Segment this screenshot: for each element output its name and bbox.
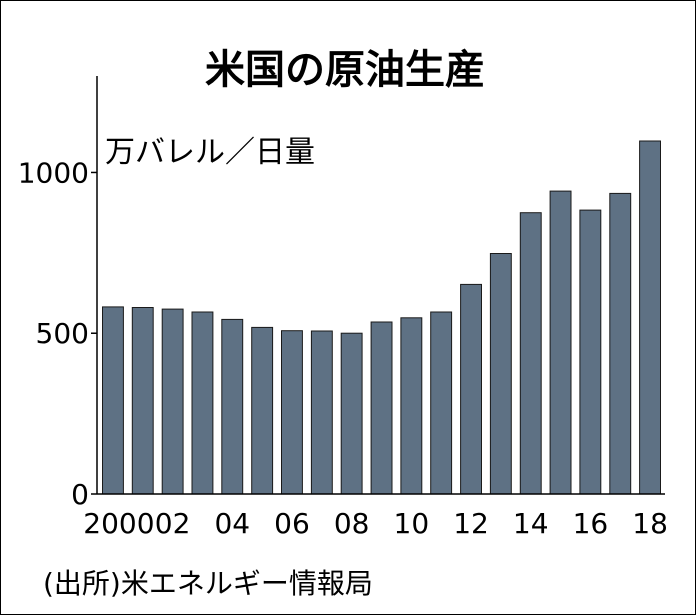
- x-tick-label-2002: 02: [155, 507, 191, 540]
- chart-title: 米国の原油生産: [205, 47, 485, 93]
- x-tick-label-2018: 18: [632, 507, 668, 540]
- bar-2001: [131, 307, 154, 495]
- x-tick-label-2016: 16: [573, 507, 609, 540]
- x-tick-label-2012: 12: [453, 507, 489, 540]
- bar-2016: [579, 209, 602, 495]
- bar-2012: [460, 283, 483, 495]
- bars-group: [102, 140, 661, 495]
- source-note: (出所)米エネルギー情報局: [43, 567, 373, 600]
- bar-2006: [281, 330, 303, 495]
- x-tick-label-2000: 2000: [83, 507, 154, 540]
- bar-2011: [430, 311, 453, 495]
- x-tick-label-2006: 06: [274, 507, 310, 540]
- bar-2005: [251, 326, 274, 495]
- bar-2000: [102, 306, 124, 495]
- bar-2018: [639, 140, 661, 495]
- bar-2009: [370, 321, 393, 495]
- bar-2007: [310, 330, 333, 495]
- bar-2013: [489, 253, 512, 495]
- y-tick-label-500: 500: [36, 317, 89, 350]
- y-tick-label-1000: 1000: [18, 156, 89, 189]
- x-tick-label-2014: 14: [513, 507, 549, 540]
- bar-2014: [519, 212, 542, 495]
- y-ticks-group: 0 500 1000: [18, 156, 97, 511]
- y-tick-label-0: 0: [71, 478, 89, 511]
- bar-2015: [549, 190, 572, 495]
- bar-2002: [161, 308, 184, 495]
- x-tick-label-2008: 08: [334, 507, 370, 540]
- y-axis-unit-label: 万バレル／日量: [105, 135, 315, 170]
- bar-2010: [400, 317, 423, 495]
- bar-2004: [221, 318, 244, 495]
- bar-2003: [191, 311, 214, 495]
- x-tick-label-2004: 04: [214, 507, 250, 540]
- bar-2008: [340, 332, 363, 495]
- x-tick-label-2010: 10: [394, 507, 430, 540]
- x-ticks-group: 2000 02 04 06 08 10 12 14 16 18: [83, 507, 668, 540]
- bar-2017: [609, 192, 632, 495]
